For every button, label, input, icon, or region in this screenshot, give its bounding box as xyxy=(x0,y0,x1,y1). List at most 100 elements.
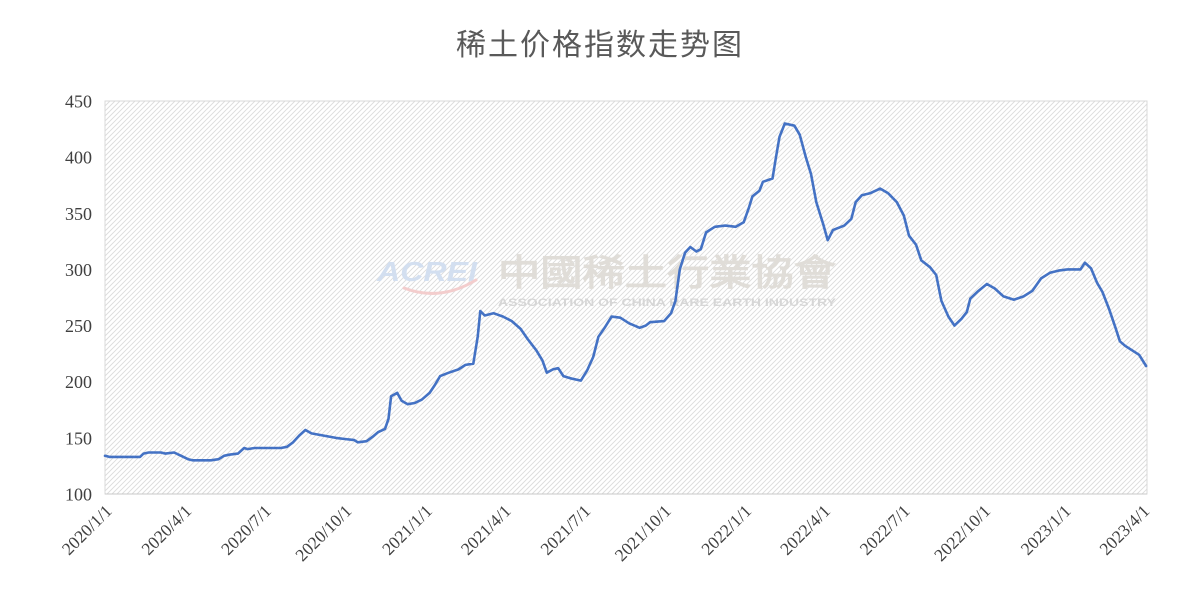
data-point xyxy=(377,431,380,434)
data-point xyxy=(854,201,857,204)
data-point xyxy=(597,335,600,338)
data-point xyxy=(822,223,825,226)
data-point xyxy=(734,225,737,228)
y-tick-label: 350 xyxy=(65,204,92,224)
data-point xyxy=(447,371,450,374)
data-point xyxy=(879,187,882,190)
data-point xyxy=(562,375,565,378)
data-point xyxy=(479,310,482,313)
series-line xyxy=(103,122,1148,462)
data-point xyxy=(237,452,240,455)
data-point xyxy=(920,259,923,262)
data-point xyxy=(684,251,687,254)
data-point xyxy=(322,434,325,437)
data-point xyxy=(343,438,346,441)
data-point xyxy=(705,231,708,234)
data-point xyxy=(628,322,631,325)
data-point xyxy=(173,451,176,454)
data-point xyxy=(217,458,220,461)
data-point xyxy=(387,417,390,420)
data-point xyxy=(1101,290,1104,293)
data-point xyxy=(778,135,781,138)
watermark-logo: ACREI 中國稀土行業協會 ASSOCIATION OF CHINA RARE… xyxy=(376,252,837,309)
data-point xyxy=(476,335,479,338)
data-point xyxy=(850,217,853,220)
data-point xyxy=(592,356,595,359)
data-point xyxy=(142,452,145,455)
data-point xyxy=(139,455,142,458)
data-point xyxy=(147,451,150,454)
watermark-swoosh xyxy=(402,278,478,295)
data-point xyxy=(649,321,652,324)
data-point xyxy=(406,403,409,406)
data-point xyxy=(810,173,813,176)
data-point xyxy=(965,311,968,314)
data-point xyxy=(228,453,231,456)
data-point xyxy=(638,326,641,329)
data-point xyxy=(1096,281,1099,284)
data-point xyxy=(751,195,754,198)
data-point xyxy=(253,447,256,450)
data-point xyxy=(223,454,226,457)
data-point xyxy=(1031,289,1034,292)
data-point xyxy=(541,359,544,362)
data-point xyxy=(298,434,301,437)
data-point xyxy=(579,379,582,382)
data-point xyxy=(335,436,338,439)
data-point xyxy=(783,122,786,125)
data-point xyxy=(929,266,932,269)
data-point xyxy=(279,447,282,450)
data-point xyxy=(396,391,399,394)
watermark-name-cn: 中國稀土行業協會 xyxy=(498,252,837,294)
data-point xyxy=(292,441,295,444)
data-point xyxy=(826,239,829,242)
data-point xyxy=(1090,267,1093,270)
data-point xyxy=(1124,344,1127,347)
data-point xyxy=(104,454,107,457)
data-point xyxy=(304,429,307,432)
y-tick-label: 250 xyxy=(65,316,92,336)
data-point xyxy=(674,299,677,302)
data-point xyxy=(915,243,918,246)
data-point xyxy=(689,246,692,249)
data-point xyxy=(390,395,393,398)
data-point xyxy=(831,229,834,232)
data-point xyxy=(420,398,423,401)
data-point xyxy=(557,367,560,370)
data-point xyxy=(510,320,513,323)
data-point xyxy=(356,441,359,444)
data-point xyxy=(545,371,548,374)
watermark-name-en: ASSOCIATION OF CHINA RARE EARTH INDUSTRY xyxy=(498,297,837,309)
data-point xyxy=(771,177,774,180)
plot-hatch xyxy=(104,100,1148,495)
data-point xyxy=(209,459,212,462)
data-point xyxy=(569,377,572,380)
data-point xyxy=(1145,365,1148,368)
data-point xyxy=(798,133,801,136)
data-point xyxy=(976,290,979,293)
y-axis-tick-labels: 100 150 200 250 300 350 400 450 xyxy=(65,92,92,505)
data-point xyxy=(1048,271,1051,274)
data-point xyxy=(433,384,436,387)
data-point xyxy=(1002,295,1005,298)
data-point xyxy=(371,435,374,438)
data-point xyxy=(678,268,681,271)
data-point xyxy=(1066,268,1069,271)
y-tick-label: 450 xyxy=(65,92,92,112)
data-point xyxy=(310,432,313,435)
data-point xyxy=(400,399,403,402)
data-point xyxy=(1118,340,1121,343)
data-point xyxy=(187,458,190,461)
data-point xyxy=(793,124,796,127)
data-point xyxy=(120,455,123,458)
data-point xyxy=(413,402,416,405)
data-point xyxy=(969,297,972,300)
data-point xyxy=(619,316,622,319)
data-point xyxy=(1131,349,1134,352)
data-point xyxy=(603,326,606,329)
data-point xyxy=(902,214,905,217)
data-point xyxy=(960,317,963,320)
data-point xyxy=(670,312,673,315)
plot-area xyxy=(104,100,1148,495)
